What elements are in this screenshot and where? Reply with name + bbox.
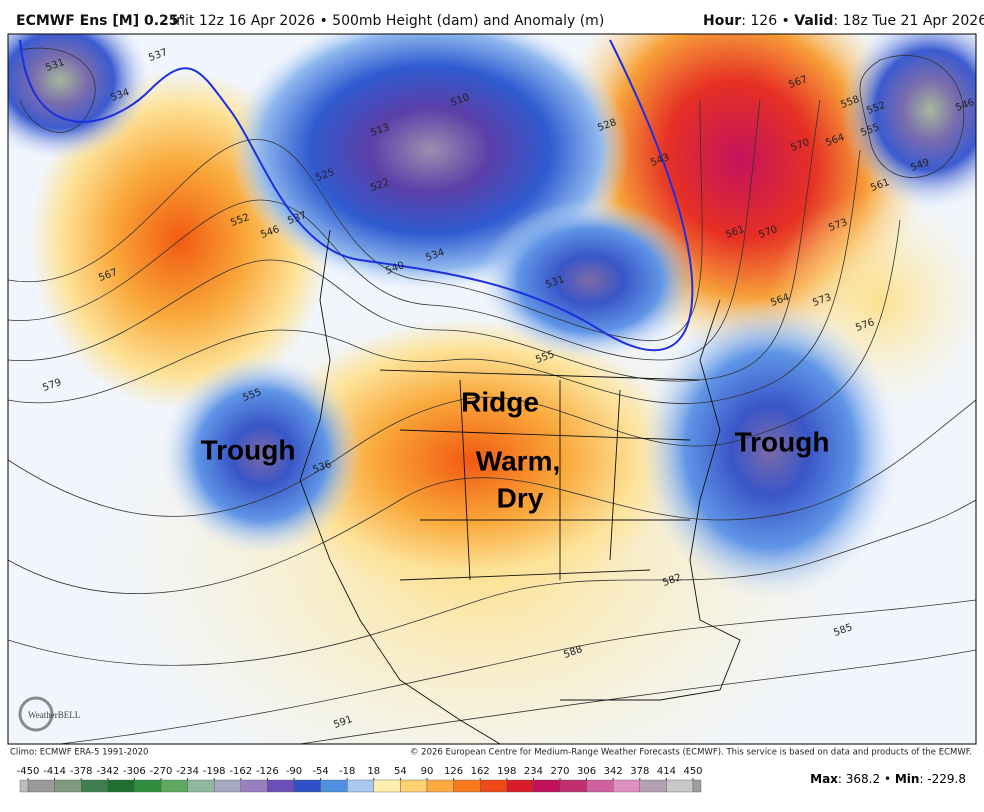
colorbar-swatch xyxy=(347,779,375,793)
colorbar-swatch xyxy=(400,779,428,793)
annotation: Trough xyxy=(735,426,830,457)
colorbar-swatch xyxy=(293,779,321,793)
colorbar-swatch xyxy=(80,779,108,793)
hour-label: Hour xyxy=(703,13,741,29)
colorbar-tick-label: -198 xyxy=(203,766,226,777)
colorbar-swatch xyxy=(613,779,641,793)
colorbar-swatch xyxy=(559,779,587,793)
colorbar-tick-label: -270 xyxy=(150,766,173,777)
colorbar-swatch xyxy=(107,779,135,793)
annotation: Warm, xyxy=(476,445,561,476)
colorbar-tick-label: 198 xyxy=(497,766,516,777)
max-label: Max xyxy=(810,772,838,786)
colorbar-tick-label: -90 xyxy=(286,766,302,777)
logo: WeatherBELL xyxy=(28,710,80,720)
colorbar-end xyxy=(19,779,29,793)
model-title: ECMWF Ens [M] 0.25° xyxy=(16,13,186,29)
colorbar-tick-label: -162 xyxy=(229,766,252,777)
map-frame xyxy=(7,33,977,745)
colorbar-swatch xyxy=(213,779,241,793)
colorbar-swatch xyxy=(320,779,348,793)
anomaly xyxy=(480,200,700,360)
height-contours xyxy=(8,47,976,744)
colorbar-tick-label: 306 xyxy=(577,766,596,777)
colorbar-swatch xyxy=(54,779,82,793)
colorbar-tick-label: -18 xyxy=(339,766,355,777)
colorbar-tick-label: 18 xyxy=(367,766,380,777)
valid-label: Valid xyxy=(794,13,833,29)
colorbar-tick-label: 162 xyxy=(471,766,490,777)
colorbar-swatch xyxy=(134,779,162,793)
colorbar-swatch xyxy=(426,779,454,793)
colorbar-swatch xyxy=(267,779,295,793)
colorbar-tick-label: 90 xyxy=(421,766,434,777)
annotation: Trough xyxy=(201,434,296,465)
annotation: Dry xyxy=(497,482,544,513)
valid: : 18z Tue 21 Apr 2026 xyxy=(833,13,984,29)
colorbar-swatch xyxy=(373,779,401,793)
colorbar-tick-label: 378 xyxy=(630,766,649,777)
colorbar-tick-label: -342 xyxy=(96,766,119,777)
colorbar-tick-label: 234 xyxy=(524,766,543,777)
colorbar-swatch xyxy=(240,779,268,793)
hour: : 126 • xyxy=(741,13,794,29)
colorbar-swatch xyxy=(453,779,481,793)
colorbar-swatch xyxy=(533,779,561,793)
colorbar-swatch xyxy=(586,779,614,793)
colorbar-swatch xyxy=(160,779,188,793)
coastlines xyxy=(299,229,741,744)
hour-valid: Hour: 126 • Valid: 18z Tue 21 Apr 2026 xyxy=(703,13,984,29)
colorbar-tick-label: -126 xyxy=(256,766,279,777)
anomaly xyxy=(162,355,362,555)
colorbar-swatch xyxy=(639,779,667,793)
min-label: Min xyxy=(895,772,920,786)
colorbar-tick-label: 54 xyxy=(394,766,407,777)
max-min: Max: 368.2 • Min: -229.8 xyxy=(810,772,966,786)
anomaly xyxy=(640,300,900,600)
annotation: Ridge xyxy=(461,386,539,417)
colorbar-tick-label: -54 xyxy=(312,766,328,777)
colorbar-swatch xyxy=(666,779,694,793)
colorbar-tick-label: 270 xyxy=(550,766,569,777)
colorbar-tick-label: -234 xyxy=(176,766,199,777)
colorbar-tick-label: 342 xyxy=(604,766,623,777)
colorbar-end xyxy=(692,779,702,793)
colorbar-swatch xyxy=(506,779,534,793)
colorbar-tick-label: -378 xyxy=(70,766,93,777)
colorbar-swatch xyxy=(480,779,508,793)
logo-swirl xyxy=(18,696,54,732)
colorbar-tick-label: 450 xyxy=(683,766,702,777)
contour-540 xyxy=(19,39,694,352)
max: : 368.2 • xyxy=(838,772,895,786)
colorbar: -450 -414 -378 -342 -306 -270 -234 -198 -162 -126… xyxy=(17,766,703,793)
colorbar-tick-label: 126 xyxy=(444,766,463,777)
colorbar-tick-label: -450 xyxy=(17,766,40,777)
colorbar-tick-label: -306 xyxy=(123,766,146,777)
colorbar-tick-label: -414 xyxy=(43,766,66,777)
min: : -229.8 xyxy=(919,772,966,786)
colorbar-tick-label: 414 xyxy=(657,766,676,777)
anomaly xyxy=(840,34,976,210)
climo: Climo: ECMWF ERA-5 1991-2020 xyxy=(10,748,148,758)
copyright: © 2026 European Centre for Medium-Range … xyxy=(410,748,972,758)
anomaly xyxy=(260,320,680,600)
colorbar-swatch xyxy=(187,779,215,793)
colorbar-swatch xyxy=(27,779,55,793)
description: Init 12z 16 Apr 2026 • 500mb Height (dam… xyxy=(172,13,604,29)
